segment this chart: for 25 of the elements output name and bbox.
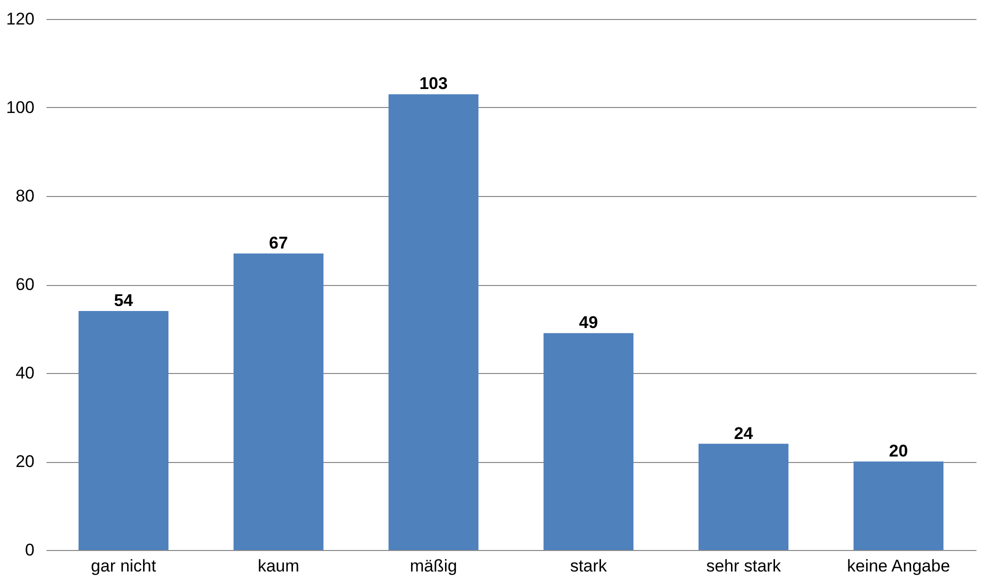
data-label: 67 — [269, 234, 288, 253]
x-tick-label: keine Angabe — [846, 556, 950, 576]
y-tick-label: 60 — [16, 275, 34, 294]
bar — [854, 462, 944, 550]
data-label: 20 — [889, 442, 908, 460]
bar — [234, 254, 324, 550]
y-tick-label: 20 — [16, 452, 34, 471]
data-label: 103 — [419, 74, 448, 94]
x-tick-label: kaum — [258, 556, 300, 576]
y-tick-label: 80 — [16, 186, 34, 206]
bar — [388, 94, 478, 550]
x-tick-label: stark — [570, 556, 608, 576]
bar — [78, 311, 168, 550]
bar — [544, 333, 634, 550]
x-tick-label: mäßig — [410, 556, 458, 576]
y-tick-label: 40 — [16, 364, 34, 382]
data-label: 49 — [579, 313, 598, 332]
y-tick-label: 100 — [6, 98, 34, 117]
x-tick-label: sehr stark — [706, 556, 782, 576]
bar — [698, 444, 788, 550]
y-tick-label: 120 — [6, 10, 34, 28]
y-tick-label: 0 — [25, 540, 34, 560]
data-label: 24 — [734, 424, 754, 443]
x-tick-label: gar nicht — [90, 556, 156, 576]
data-label: 54 — [114, 291, 134, 310]
